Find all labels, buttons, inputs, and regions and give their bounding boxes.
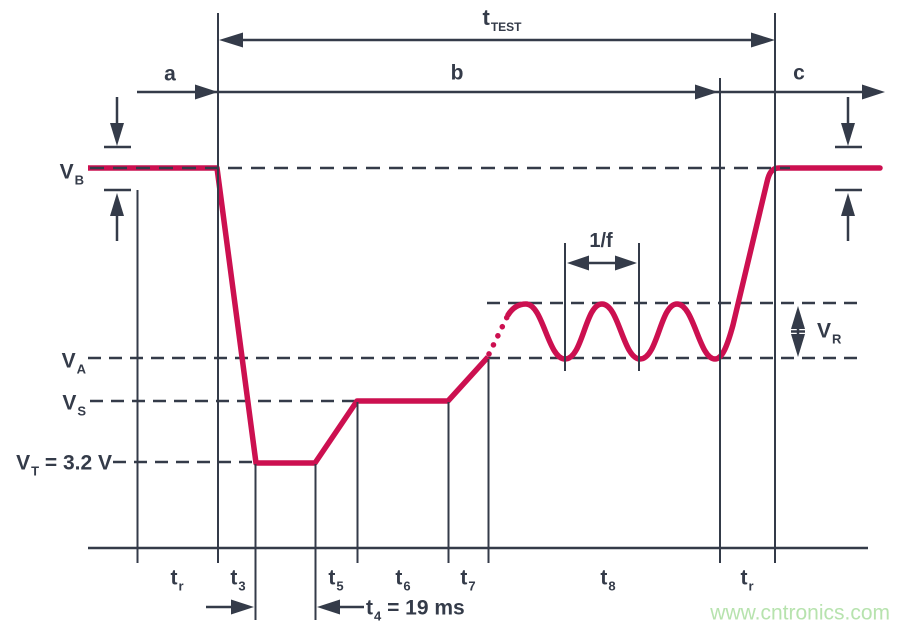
axis-label-t7: t7 <box>460 566 476 594</box>
waveform-dotted-rise <box>486 312 511 357</box>
label-vr: VR <box>817 319 842 347</box>
vr-arrowhead-up-icon <box>791 306 805 329</box>
waveform-main-path <box>88 165 491 466</box>
axis-label-t5: t5 <box>328 566 344 594</box>
axis-label-tr-left: tr <box>170 566 184 594</box>
label-region-b: b <box>450 61 464 85</box>
label-region-c: c <box>793 61 805 85</box>
vr-arrowhead-down-icon <box>791 334 805 357</box>
watermark: www.cntronics.com <box>710 601 890 625</box>
region-c-arrowhead-icon <box>862 84 885 100</box>
period-arrowhead-right-icon <box>615 255 637 271</box>
label-vs: VS <box>62 391 86 419</box>
label-t-test: tTEST <box>482 5 522 34</box>
axis-label-t8: t8 <box>600 566 616 594</box>
region-b-arrowhead-icon <box>695 84 718 100</box>
region-a-arrowhead-icon <box>195 84 218 100</box>
label-region-a: a <box>164 62 176 86</box>
axis-label-t6: t6 <box>395 566 411 594</box>
label-t4-value: t4 = 19 ms <box>366 596 465 624</box>
ttest-arrowhead-right-icon <box>751 32 775 48</box>
vb-tol-right-up-arrow-icon <box>841 193 855 216</box>
label-va: VA <box>61 349 86 377</box>
period-arrowhead-left-icon <box>567 255 589 271</box>
label-vb: VB <box>59 160 84 188</box>
t4-arrowhead-left-icon <box>317 599 340 615</box>
label-ripple-period: 1/f <box>589 230 613 252</box>
ttest-arrowhead-left-icon <box>219 32 243 48</box>
t4-arrowhead-right-icon <box>231 599 254 615</box>
label-vt-value: VT = 3.2 V <box>16 451 112 479</box>
vb-tol-right-down-arrow-icon <box>841 123 855 146</box>
vb-tol-left-up-arrow-icon <box>110 193 124 216</box>
vb-tol-left-down-arrow-icon <box>110 123 124 146</box>
axis-label-t3: t3 <box>230 566 246 594</box>
axis-label-tr-right: tr <box>740 566 754 594</box>
